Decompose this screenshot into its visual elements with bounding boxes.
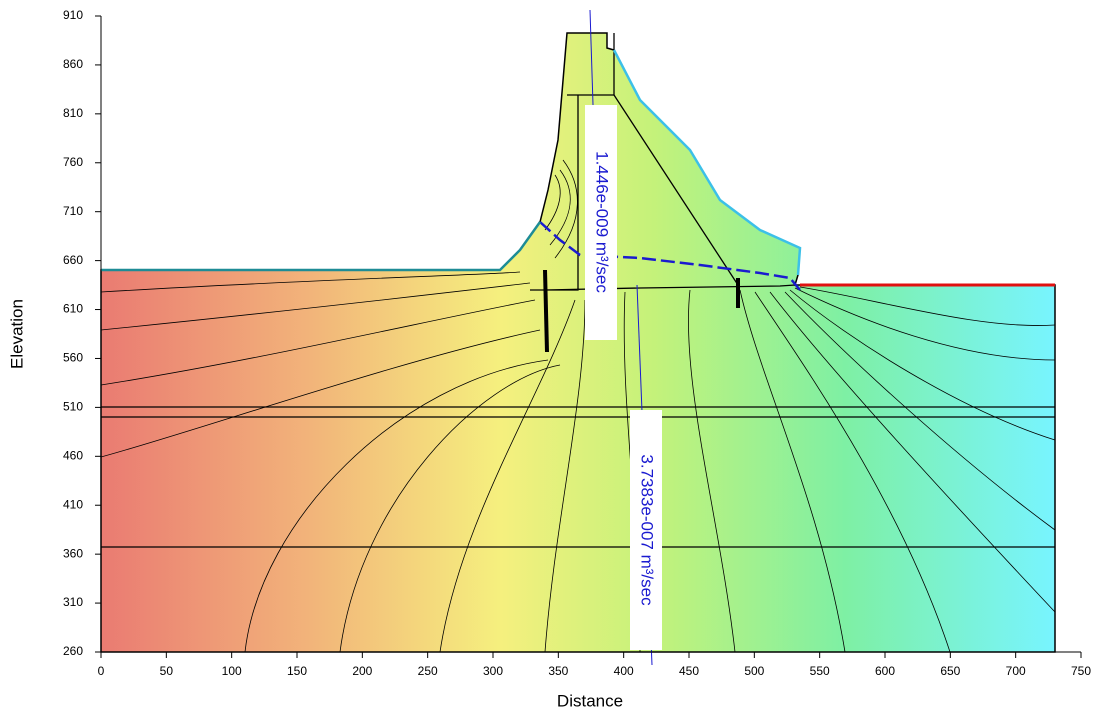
y-tick-label: 360	[63, 546, 83, 560]
x-axis-label: Distance	[557, 691, 623, 710]
flux-label: 1.446e-009 m³/sec	[593, 151, 612, 293]
x-tick-label: 400	[614, 664, 634, 678]
x-tick-label: 0	[98, 664, 105, 678]
y-tick-label: 660	[63, 253, 83, 267]
y-tick-label: 560	[63, 351, 83, 365]
chart: 1.446e-009 m³/sec 3.7383e-007 m³/sec Dis…	[0, 0, 1097, 715]
x-tick-label: 350	[548, 664, 568, 678]
y-tick-label: 310	[63, 595, 83, 609]
x-tick-label: 250	[418, 664, 438, 678]
x-tick-label: 500	[744, 664, 764, 678]
y-tick-label: 910	[63, 8, 83, 22]
y-tick-label: 710	[63, 204, 83, 218]
x-tick-label: 750	[1071, 664, 1091, 678]
y-tick-label: 510	[63, 400, 83, 414]
x-tick-label: 150	[287, 664, 307, 678]
seepage-section: 1.446e-009 m³/sec 3.7383e-007 m³/sec	[101, 10, 1055, 665]
y-tick-label: 760	[63, 155, 83, 169]
x-tick-label: 450	[679, 664, 699, 678]
x-tick-label: 550	[810, 664, 830, 678]
upstream-boundary	[101, 222, 540, 270]
y-tick-label: 610	[63, 302, 83, 316]
x-tick-label: 200	[352, 664, 372, 678]
x-tick-label: 700	[1006, 664, 1026, 678]
y-tick-label: 810	[63, 106, 83, 120]
x-tick-label: 650	[940, 664, 960, 678]
x-tick-label: 300	[483, 664, 503, 678]
y-tick-label: 410	[63, 497, 83, 511]
y-tick-label: 860	[63, 57, 83, 71]
y-tick-label: 260	[63, 644, 83, 658]
y-axis-label: Elevation	[7, 299, 26, 369]
flux-label: 3.7383e-007 m³/sec	[638, 454, 657, 606]
y-tick-label: 460	[63, 448, 83, 462]
x-tick-label: 50	[160, 664, 174, 678]
x-tick-label: 600	[875, 664, 895, 678]
x-tick-label: 100	[222, 664, 242, 678]
